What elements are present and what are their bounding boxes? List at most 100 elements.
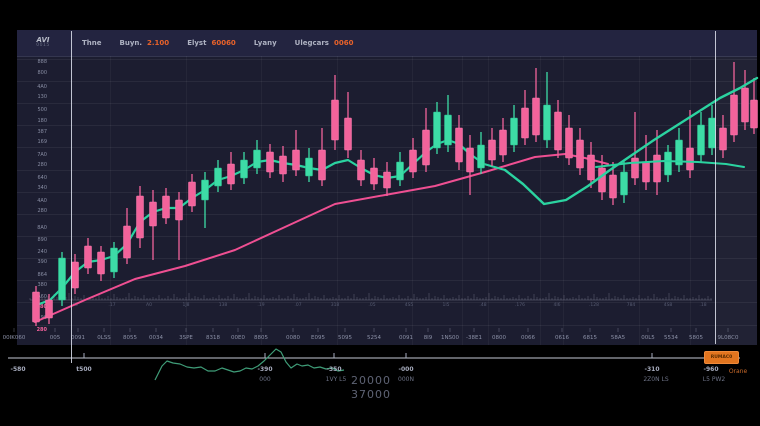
candle[interactable]: [58, 252, 66, 306]
candle[interactable]: [175, 192, 183, 260]
candle[interactable]: [631, 112, 639, 185]
candle-body: [598, 167, 606, 193]
header-menu-item[interactable]: Elyst: [187, 39, 207, 47]
candle[interactable]: [344, 92, 352, 158]
candle[interactable]: [587, 142, 595, 188]
header-menu-item[interactable]: Lyany: [253, 39, 277, 47]
candle[interactable]: [110, 242, 118, 278]
teal-moving-average-slow: [595, 160, 745, 168]
timeline-label-secondary[interactable]: 1VY L5: [325, 376, 347, 383]
candle[interactable]: [576, 128, 584, 175]
candle[interactable]: [227, 152, 235, 190]
time-label: 0066: [521, 335, 535, 341]
candle[interactable]: [697, 112, 705, 162]
time-label: 5095: [338, 335, 352, 341]
candle[interactable]: [455, 115, 463, 170]
time-label: 005: [49, 335, 61, 341]
timeline-label-primary[interactable]: -580: [10, 366, 26, 373]
candle[interactable]: [97, 246, 105, 281]
candle[interactable]: [84, 238, 92, 274]
candle[interactable]: [71, 254, 79, 294]
price-label: 169: [37, 138, 47, 145]
timeline-label-primary[interactable]: -350: [326, 366, 342, 373]
timeline-label-primary[interactable]: -390: [257, 366, 273, 373]
candle[interactable]: [162, 188, 170, 224]
candle[interactable]: [292, 130, 300, 176]
candle[interactable]: [510, 105, 518, 152]
gridline-horizontal: [17, 125, 757, 126]
timeline-label-secondary[interactable]: 000: [259, 376, 271, 383]
candle[interactable]: [499, 118, 507, 162]
price-label: 800: [37, 69, 47, 76]
candle-body: [686, 147, 694, 171]
candle[interactable]: [521, 90, 529, 145]
candle[interactable]: [565, 115, 573, 165]
app-logo[interactable]: AVI 0015: [17, 36, 69, 49]
candle[interactable]: [708, 105, 716, 155]
gridline-horizontal: [17, 81, 757, 82]
timeline-action-button[interactable]: RUMAC0: [704, 351, 739, 364]
candle[interactable]: [123, 208, 131, 264]
candle[interactable]: [318, 128, 326, 186]
header-menu-item[interactable]: Buyn.: [119, 39, 143, 47]
candle[interactable]: [466, 135, 474, 195]
time-label: 3SPE: [179, 335, 193, 341]
timeline-label-secondary[interactable]: 2Z0N LS: [643, 376, 669, 383]
candle[interactable]: [45, 294, 53, 324]
candle[interactable]: [686, 110, 694, 178]
time-label: 0LSS: [97, 335, 111, 341]
candle[interactable]: [543, 72, 551, 148]
candle[interactable]: [383, 162, 391, 196]
candle[interactable]: [409, 138, 417, 178]
candle-body: [240, 159, 248, 179]
candle[interactable]: [357, 150, 365, 186]
candle[interactable]: [620, 160, 628, 203]
candle[interactable]: [240, 152, 248, 184]
header-menu-item[interactable]: 0060: [333, 39, 354, 47]
candle[interactable]: [201, 172, 209, 228]
candle[interactable]: [370, 158, 378, 190]
candle[interactable]: [331, 75, 339, 150]
candle[interactable]: [554, 100, 562, 158]
candle[interactable]: [396, 152, 404, 186]
timeline-label-primary[interactable]: -960: [703, 366, 719, 373]
header-menu-item[interactable]: Thne: [82, 39, 102, 47]
candle[interactable]: [719, 115, 727, 158]
header-menu-item[interactable]: Ulegcars: [294, 39, 329, 47]
candle[interactable]: [433, 102, 441, 154]
candle[interactable]: [214, 160, 222, 192]
mini-scale-label: 1I5: [442, 303, 450, 308]
candle[interactable]: [266, 144, 274, 178]
timeline-label-primary[interactable]: -000: [398, 366, 414, 373]
candle[interactable]: [750, 78, 758, 134]
candle[interactable]: [422, 108, 430, 172]
candle[interactable]: [477, 132, 485, 174]
candle-body: [455, 127, 463, 163]
time-label: -38E1: [466, 335, 482, 341]
candle[interactable]: [149, 190, 157, 260]
candle[interactable]: [664, 145, 672, 182]
timeline-label-secondary[interactable]: 000N: [398, 376, 414, 383]
candle[interactable]: [730, 62, 738, 142]
price-label: 130: [37, 93, 47, 100]
price-label: 280: [37, 161, 47, 168]
candle[interactable]: [532, 68, 540, 142]
timeline-label-primary[interactable]: -310: [644, 366, 660, 373]
candle[interactable]: [444, 95, 452, 152]
candle[interactable]: [136, 186, 144, 248]
candle[interactable]: [279, 146, 287, 182]
candle[interactable]: [741, 70, 749, 130]
header-menu-item[interactable]: 60060: [211, 39, 236, 47]
header-menu-item[interactable]: 2.100: [147, 39, 170, 47]
candle[interactable]: [32, 286, 40, 326]
candle[interactable]: [253, 140, 261, 174]
timeline-label-primary[interactable]: t500: [76, 366, 92, 373]
candle[interactable]: [305, 148, 313, 182]
timeline-label-secondary[interactable]: L5 PW2: [702, 376, 726, 383]
candle-body: [554, 111, 562, 151]
candle[interactable]: [188, 174, 196, 212]
candle-body: [675, 139, 683, 166]
candle[interactable]: [675, 128, 683, 172]
candle[interactable]: [488, 128, 496, 166]
